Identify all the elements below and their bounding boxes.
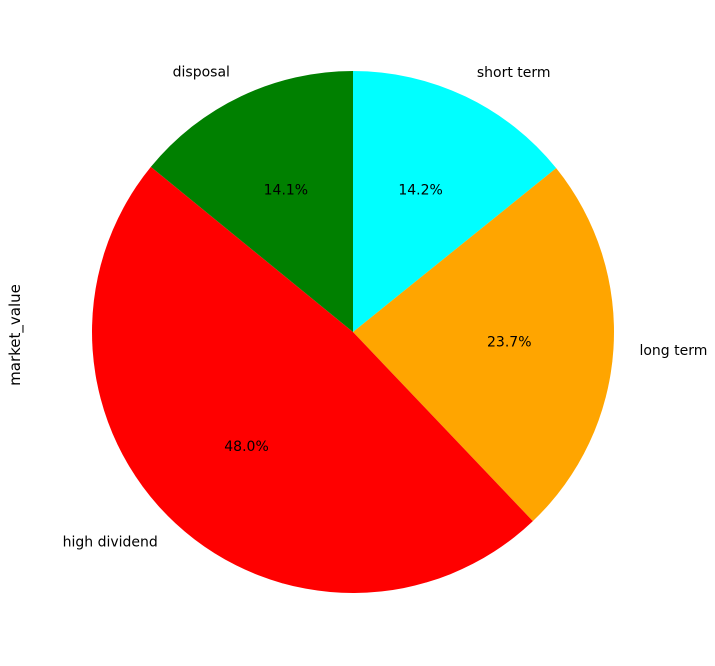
slice-pct-disposal: 14.1%	[264, 183, 308, 199]
pie-slice-short-term	[353, 71, 557, 332]
slice-labels: short term 14.2% long term 23.7% high divide…	[63, 65, 708, 551]
slice-label-long-term: long term	[639, 343, 707, 359]
slice-pct-short-term: 14.2%	[398, 183, 442, 199]
y-axis-label: market_value	[6, 284, 25, 386]
pie-slice-long-term	[353, 168, 614, 522]
slice-label-disposal: disposal	[173, 65, 230, 81]
slice-pct-high-dividend: 48.0%	[224, 439, 268, 455]
slice-pct-long-term: 23.7%	[487, 334, 531, 350]
pie-slices	[92, 70, 614, 593]
slice-label-high-dividend: high dividend	[63, 535, 158, 551]
pie-slice-high-dividend	[92, 166, 533, 593]
slice-label-short-term: short term	[477, 65, 551, 81]
pie-slice-disposal	[150, 70, 353, 332]
